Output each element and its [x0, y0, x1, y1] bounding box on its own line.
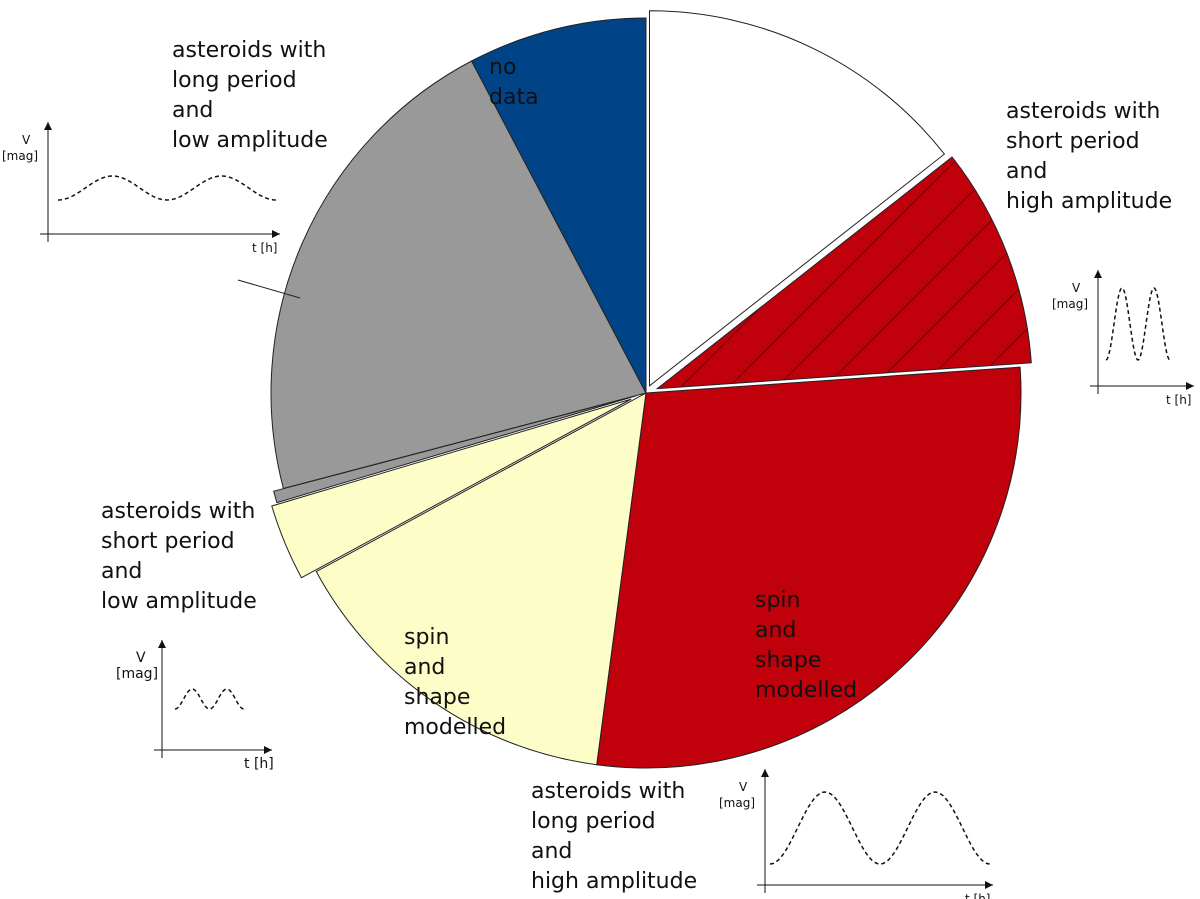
y-axis-unit: [mag] [1052, 297, 1088, 311]
label-short-low-modelled-line: spin [404, 625, 449, 650]
label-long-high: asteroids with long period and high amplitu… [531, 779, 697, 894]
label-long-low-line: and [172, 98, 213, 123]
y-axis-arrow [1094, 270, 1102, 278]
label-short-high-modelled: spin and shape modelled [662, 71, 764, 186]
label-long-low-line: asteroids with [172, 38, 326, 63]
label-short-low-modelled-line: modelled [404, 715, 506, 740]
y-axis-label: V [136, 650, 146, 666]
hatch-line [663, 157, 1032, 389]
label-no-data-line: no [489, 55, 516, 80]
label-long-high-line: asteroids with [531, 779, 685, 804]
inset-long-low: V [mag] t [h] [2, 122, 280, 255]
label-long-low-line: low amplitude [172, 128, 328, 153]
pie-slices [270, 10, 1032, 769]
label-no-data: no data [489, 55, 539, 110]
label-long-low-line: long period [172, 68, 297, 93]
label-short-high-modelled-line: modelled [662, 161, 764, 186]
label-short-high-line: short period [1006, 129, 1140, 154]
x-axis-arrow [1186, 382, 1194, 390]
light-curve [57, 175, 277, 201]
label-short-low-modelled-line: shape [404, 685, 470, 710]
inset-long-high: V [mag] t [h] [719, 769, 993, 899]
light-curve [769, 791, 991, 865]
y-axis-label: V [1072, 281, 1081, 295]
y-axis-label: V [22, 133, 31, 147]
hatch-line [1144, 0, 1200, 500]
label-long-high-line: and [531, 839, 572, 864]
hatch-line [1048, 0, 1200, 500]
hatch-line [999, 157, 1032, 389]
hatch-line [657, 157, 1032, 389]
x-axis-label: t [h] [252, 241, 278, 255]
label-short-high: asteroids with short period and high amplit… [1006, 99, 1172, 214]
label-short-high-line: and [1006, 159, 1047, 184]
label-short-high-modelled-line: and [662, 101, 703, 126]
label-short-high-line: high amplitude [1006, 189, 1172, 214]
label-short-low: asteroids with short period and low amplitu… [101, 499, 257, 614]
label-long-high-line: long period [531, 809, 656, 834]
label-short-low-line: short period [101, 529, 235, 554]
slice-short-high [596, 366, 1022, 769]
label-short-high-modelled-line: spin [662, 71, 707, 96]
inset-short-high: V [mag] t [h] [1052, 270, 1194, 407]
x-axis-label: t [h] [965, 892, 991, 899]
slice-short-low-modelled [273, 395, 637, 504]
label-long-high-modelled-line: modelled [755, 678, 857, 703]
label-long-high-modelled-line: spin [755, 588, 800, 613]
label-long-low: asteroids with long period and low amplitud… [172, 38, 328, 153]
y-axis-unit: [mag] [116, 666, 158, 682]
slice-labels: no data spin and shape modelled asteroids with… [101, 38, 1172, 894]
slice-short-high-modelled [655, 156, 1032, 390]
label-no-data-line: data [489, 85, 539, 110]
x-axis-arrow [272, 230, 280, 238]
x-axis-label: t [h] [244, 756, 274, 772]
x-axis-arrow [985, 881, 993, 889]
label-short-low-line: low amplitude [101, 589, 257, 614]
light-curve-insets: V[mag]t [h]V[mag]t [h]V[mag]t [h]V[mag]t… [2, 122, 1194, 899]
slice-long-high-modelled [271, 398, 632, 579]
y-axis-label: V [739, 780, 748, 794]
label-long-high-modelled-line: shape [755, 648, 821, 673]
x-axis-label: t [h] [1166, 393, 1192, 407]
hatch-line [1192, 0, 1200, 500]
leader-line [237, 279, 301, 299]
y-axis-arrow [158, 640, 166, 648]
label-short-high-line: asteroids with [1006, 99, 1160, 124]
slice-short-low [270, 60, 647, 490]
label-long-high-line: high amplitude [531, 869, 697, 894]
label-short-high-modelled-line: shape [662, 131, 728, 156]
slice-long-low [470, 17, 647, 394]
light-curve [174, 688, 245, 710]
slice-long-high [315, 392, 647, 766]
slice-no-data [648, 10, 946, 387]
label-short-low-modelled: spin and shape modelled [404, 625, 506, 740]
y-axis-unit: [mag] [2, 149, 38, 163]
label-long-high-modelled: spin and shape modelled [755, 588, 857, 703]
y-axis-arrow [44, 122, 52, 130]
label-short-low-line: asteroids with [101, 499, 255, 524]
hatch-line [711, 157, 1032, 389]
light-curve [1105, 287, 1171, 361]
label-short-low-line: and [101, 559, 142, 584]
y-axis-arrow [761, 769, 769, 777]
y-axis-unit: [mag] [719, 796, 755, 810]
hatch-line [1096, 0, 1200, 500]
inset-short-low: V[mag] t [h] [116, 640, 274, 772]
label-long-high-modelled-line: and [755, 618, 796, 643]
x-axis-arrow [264, 746, 272, 754]
label-short-low-modelled-line: and [404, 655, 445, 680]
